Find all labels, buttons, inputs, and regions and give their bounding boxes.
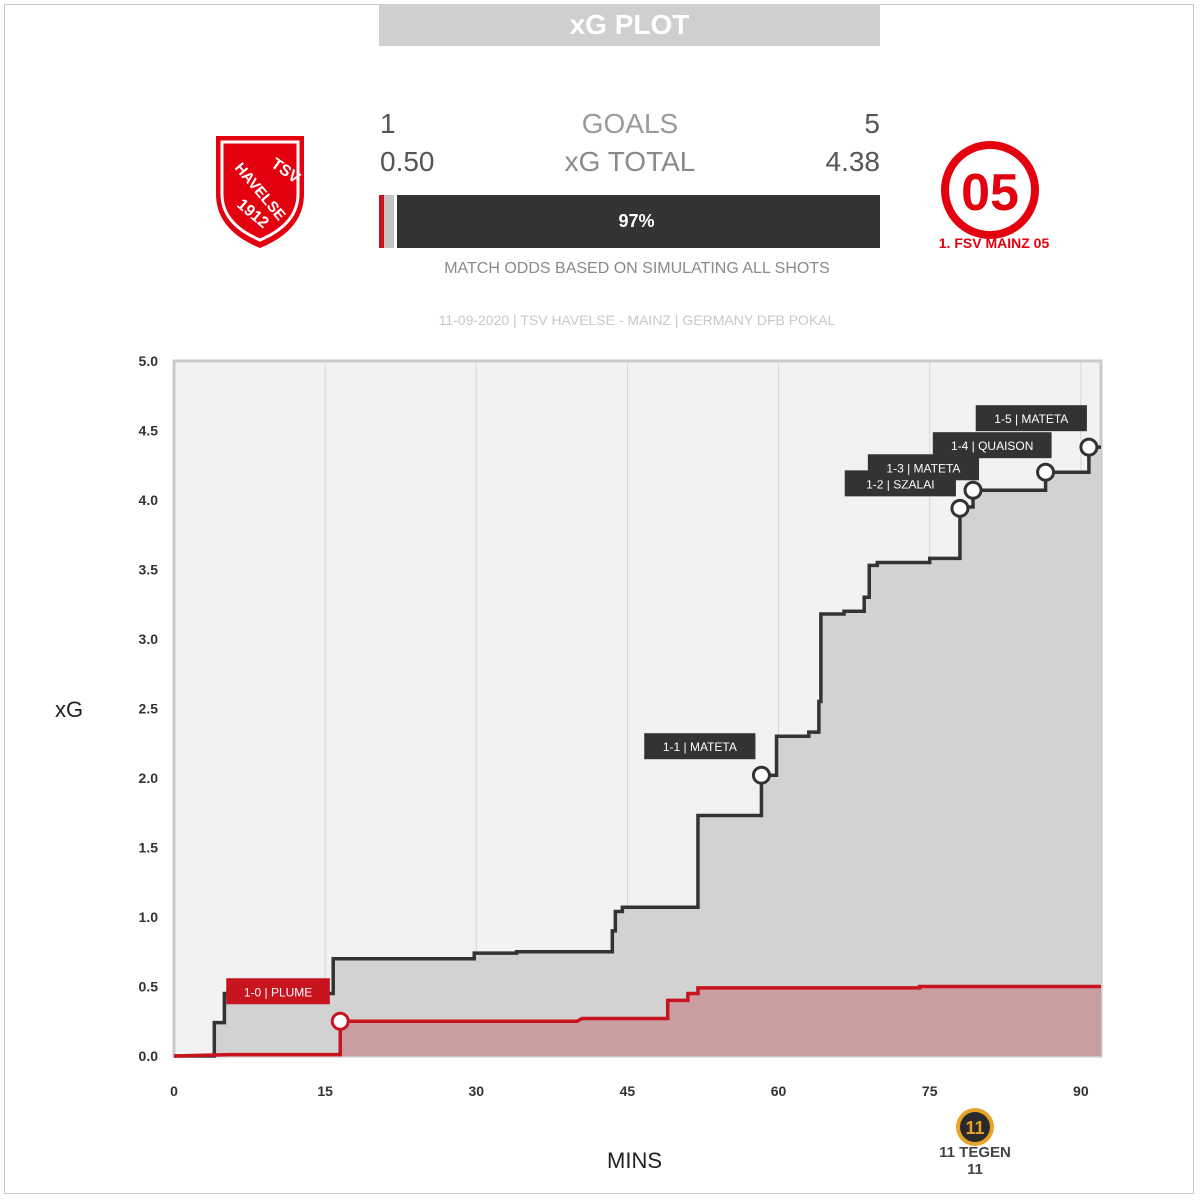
odds-note: MATCH ODDS BASED ON SIMULATING ALL SHOTS xyxy=(444,260,830,277)
y-tick-label: 0.0 xyxy=(139,1048,159,1064)
home-xg-total: 0.50 xyxy=(380,146,435,177)
goal-label: 1-2 | SZALAI xyxy=(866,477,934,491)
y-tick-label: 4.5 xyxy=(139,423,159,439)
y-tick-label: 1.5 xyxy=(139,840,159,856)
away-xg-area xyxy=(174,447,1101,1056)
goal-label-box xyxy=(932,432,1052,459)
y-tick-label: 3.5 xyxy=(139,562,159,578)
brand-logo: 11 xyxy=(956,1108,994,1146)
goal-label: 1-5 | MATETA xyxy=(994,412,1068,426)
y-tick-label: 1.0 xyxy=(139,909,159,925)
brand-name: 11 TEGEN 11 xyxy=(939,1144,1011,1178)
away-team-logo: 05 1. FSV MAINZ 05 xyxy=(939,141,1050,251)
y-axis-label: xG xyxy=(55,697,84,722)
goal-label-box xyxy=(867,454,980,481)
y-tick-label: 5.0 xyxy=(139,353,159,369)
y-tick-label: 4.0 xyxy=(139,492,159,508)
goal-marker xyxy=(950,498,970,518)
x-tick-label: 75 xyxy=(922,1083,938,1099)
y-tick-label: 3.0 xyxy=(139,631,159,647)
goal-marker xyxy=(963,480,983,500)
away-goals: 5 xyxy=(864,108,880,139)
away-logo-mark-text: 05 xyxy=(961,164,1019,222)
goal-label-box xyxy=(975,405,1087,432)
home-team-logo: TSV HAVELSE 1912 xyxy=(216,136,304,248)
away-xg-total: 4.38 xyxy=(825,146,881,177)
goal-marker xyxy=(751,765,771,785)
page-title: xG PLOT xyxy=(379,4,880,46)
match-odds-bar xyxy=(379,195,880,248)
x-tick-label: 0 xyxy=(170,1083,178,1099)
x-tick-label: 45 xyxy=(620,1083,636,1099)
goal-label: 1-3 | MATETA xyxy=(886,461,960,475)
brand-mark-text: 11 xyxy=(965,1118,984,1138)
home-goals: 1 xyxy=(380,108,396,139)
x-tick-label: 60 xyxy=(771,1083,787,1099)
goal-marker xyxy=(1036,462,1056,482)
goal-marker xyxy=(1079,437,1099,457)
x-tick-label: 30 xyxy=(468,1083,484,1099)
away-win-segment xyxy=(397,195,880,248)
y-tick-label: 2.0 xyxy=(139,770,159,786)
goals-label: GOALS xyxy=(581,108,679,139)
away-win-percentage: 97% xyxy=(618,211,655,231)
y-tick-label: 2.5 xyxy=(139,701,159,717)
away-logo-ring-text: 1. FSV MAINZ 05 xyxy=(939,235,1050,251)
xg-total-label: xG TOTAL xyxy=(564,146,696,177)
home-win-segment xyxy=(379,195,384,248)
goal-label-box xyxy=(644,733,756,760)
x-axis-label: MINS xyxy=(607,1148,662,1173)
x-tick-label: 90 xyxy=(1073,1083,1089,1099)
goal-label: 1-0 | PLUME xyxy=(244,985,312,999)
goal-label-box xyxy=(226,978,330,1005)
home-xg-area xyxy=(174,986,1101,1056)
draw-segment xyxy=(384,195,395,248)
match-info: 11-09-2020 | TSV HAVELSE - MAINZ | GERMA… xyxy=(438,312,836,328)
home-xg-line xyxy=(173,984,1101,1058)
y-tick-label: 0.5 xyxy=(139,979,159,995)
goal-label: 1-1 | MATETA xyxy=(663,740,737,754)
x-tick-label: 15 xyxy=(317,1083,333,1099)
goal-marker xyxy=(330,1011,350,1031)
goal-label: 1-4 | QUAISON xyxy=(951,439,1033,453)
